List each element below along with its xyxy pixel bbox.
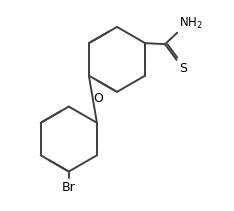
Text: S: S [179,62,187,74]
Text: O: O [93,92,103,105]
Text: Br: Br [62,181,76,194]
Text: NH$_2$: NH$_2$ [179,15,203,31]
